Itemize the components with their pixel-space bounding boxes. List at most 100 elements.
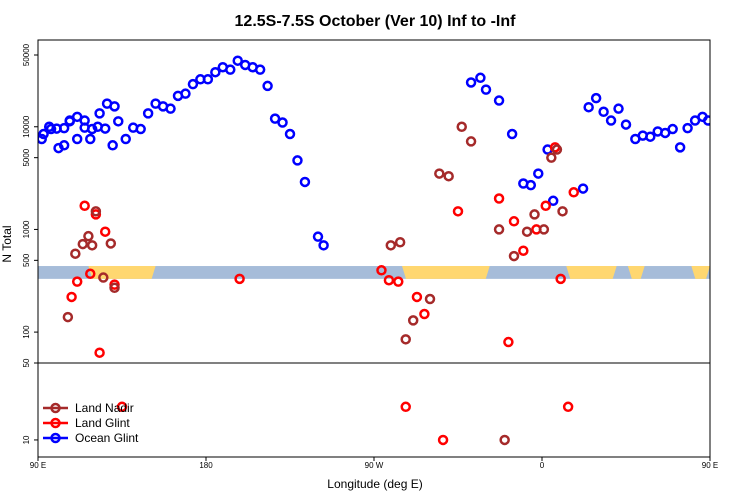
land-glint-point bbox=[411, 291, 423, 303]
land-nadir-point bbox=[546, 152, 557, 163]
ocean-glint-point bbox=[165, 103, 176, 114]
land-nadir-point bbox=[465, 136, 477, 147]
land-glint-point bbox=[94, 347, 105, 358]
ocean-band bbox=[38, 266, 710, 279]
ocean-glint-point bbox=[202, 74, 214, 85]
ocean-glint-point bbox=[187, 78, 199, 90]
land-band-segment bbox=[566, 266, 617, 279]
ocean-glint-point bbox=[38, 133, 47, 145]
land-nadir-point bbox=[394, 237, 406, 248]
axes-layer: 90 E 180 90 W 0 90 E 50 100 500 1000 5000 10000 500… bbox=[22, 43, 718, 470]
legend-marker bbox=[50, 402, 61, 414]
land-glint-point bbox=[66, 291, 77, 303]
ocean-glint-point bbox=[598, 106, 609, 118]
ocean-glint-point bbox=[590, 92, 602, 104]
ocean-glint-point bbox=[277, 117, 288, 128]
ocean-glint-point bbox=[85, 133, 96, 145]
ocean-glint-point bbox=[525, 179, 537, 191]
land-glint-point bbox=[383, 274, 395, 286]
land-nadir-point bbox=[109, 282, 120, 294]
land-nadir-point bbox=[70, 248, 81, 259]
ocean-glint-point bbox=[284, 128, 296, 140]
ocean-glint-point bbox=[605, 115, 617, 126]
ocean-glint-point bbox=[318, 240, 329, 251]
ocean-glint-point bbox=[674, 142, 686, 153]
ocean-glint-point bbox=[109, 101, 120, 112]
ocean-glint-point bbox=[667, 123, 678, 135]
land-glint-point bbox=[400, 401, 411, 413]
ocean-glint-point bbox=[210, 66, 221, 78]
land-glint-point bbox=[518, 245, 529, 256]
ocean-glint-point bbox=[480, 84, 492, 95]
ocean-glint-point bbox=[135, 123, 146, 135]
ocean-glint-point bbox=[254, 64, 266, 75]
land-nadir-point bbox=[443, 170, 454, 182]
land-nadir-point bbox=[400, 334, 411, 345]
ocean-glint-point bbox=[583, 101, 594, 113]
ocean-glint-point bbox=[312, 231, 324, 242]
land-glint-point bbox=[234, 273, 245, 285]
x-tick-label: 90 E bbox=[702, 461, 718, 470]
ocean-glint-point bbox=[51, 123, 62, 134]
points-layer bbox=[38, 55, 710, 446]
ocean-glint-point bbox=[577, 183, 589, 194]
land-nadir-point bbox=[385, 240, 397, 251]
land-glint-point bbox=[393, 276, 404, 287]
land-glint-point bbox=[562, 401, 574, 413]
chart-title: 12.5S-7.5S October (Ver 10) Inf to -Inf bbox=[235, 13, 517, 30]
land-nadir-point bbox=[551, 144, 563, 155]
y-tick-label: 500 bbox=[22, 253, 31, 267]
land-nadir-point bbox=[499, 434, 510, 446]
x-axis-label: Longitude (deg E) bbox=[327, 477, 422, 491]
ocean-glint-point bbox=[64, 116, 75, 127]
land-glint-point bbox=[99, 226, 111, 237]
land-nadir-point bbox=[434, 168, 445, 179]
land-nadir-point bbox=[83, 230, 94, 242]
land-glint-point bbox=[376, 265, 387, 276]
ocean-glint-point bbox=[225, 64, 236, 75]
legend-label: Land Glint bbox=[75, 416, 130, 430]
land-glint-point bbox=[555, 273, 566, 285]
x-tick-label: 180 bbox=[199, 461, 213, 470]
ocean-glint-point bbox=[645, 131, 656, 142]
ocean-glint-point bbox=[142, 108, 154, 119]
ocean-glint-point bbox=[506, 128, 518, 140]
land-nadir-point bbox=[62, 311, 74, 323]
land-glint-point bbox=[568, 187, 579, 198]
ocean-glint-point bbox=[475, 72, 486, 84]
ocean-glint-point bbox=[232, 55, 243, 66]
band-layer bbox=[38, 266, 710, 279]
ocean-glint-point bbox=[682, 122, 693, 134]
x-tick-label: 90 E bbox=[30, 461, 46, 470]
land-glint-point bbox=[85, 268, 96, 280]
y-axis-label: N Total bbox=[0, 225, 14, 262]
land-nadir-point bbox=[407, 315, 419, 326]
x-tick-label: 0 bbox=[540, 461, 545, 470]
land-glint-point bbox=[79, 200, 90, 212]
x-tick-label: 90 W bbox=[365, 461, 384, 470]
y-tick-label: 1000 bbox=[22, 220, 31, 238]
ocean-glint-point bbox=[86, 123, 98, 135]
y-tick-label: 10000 bbox=[22, 115, 31, 138]
land-glint-point bbox=[540, 200, 551, 212]
ocean-glint-point bbox=[620, 119, 632, 130]
ocean-glint-point bbox=[38, 128, 49, 140]
legend-label: Land Nadir bbox=[75, 401, 134, 415]
land-nadir-point bbox=[529, 209, 540, 220]
land-glint-point bbox=[71, 276, 83, 287]
land-nadir-point bbox=[98, 272, 109, 283]
legend-label: Ocean Glint bbox=[75, 431, 139, 445]
land-band-segment bbox=[691, 266, 710, 279]
land-band-segment bbox=[402, 266, 490, 279]
land-band-segment bbox=[88, 266, 156, 279]
ocean-glint-point bbox=[547, 195, 559, 207]
ocean-glint-point bbox=[94, 108, 105, 119]
ocean-glint-point bbox=[262, 80, 273, 92]
ocean-glint-point bbox=[71, 133, 83, 145]
ocean-glint-point bbox=[465, 77, 477, 88]
y-tick-label: 100 bbox=[22, 325, 31, 339]
land-nadir-point bbox=[538, 224, 550, 235]
land-nadir-point bbox=[493, 224, 505, 235]
y-tick-label: 10 bbox=[22, 435, 31, 444]
land-nadir-point bbox=[456, 121, 467, 133]
